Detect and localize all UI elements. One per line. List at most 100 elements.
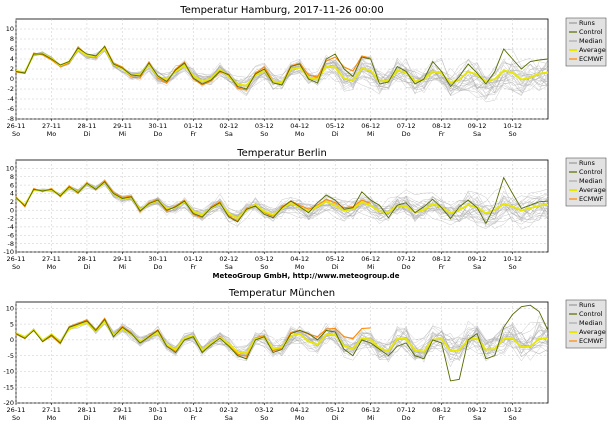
berlin-legend-box bbox=[565, 157, 607, 207]
hamburg-series-lines bbox=[15, 44, 549, 91]
berlin-x-tick-day: Fr bbox=[439, 263, 445, 271]
hamburg-x-tick-date: 29-11 bbox=[113, 122, 132, 130]
hamburg-y-tick-label: 6 bbox=[10, 45, 14, 53]
berlin-x-tick-date: 30-11 bbox=[148, 255, 167, 263]
hamburg-x-tick-day: Mi bbox=[119, 130, 127, 138]
muenchen-run-line bbox=[15, 319, 549, 361]
hamburg-x-tick-date: 10-12 bbox=[503, 122, 522, 130]
berlin-x-tick-day: Sa bbox=[225, 263, 233, 271]
muenchen-y-tick-label: -15 bbox=[3, 383, 14, 391]
muenchen-x-tick-date: 26-11 bbox=[7, 406, 26, 414]
muenchen-y-tick-label: -20 bbox=[3, 399, 14, 407]
muenchen-legend-label: Runs bbox=[579, 301, 595, 309]
hamburg-legend-label: Average bbox=[579, 46, 606, 54]
muenchen-x-tick-day: Di bbox=[84, 414, 91, 422]
berlin-x-tick-day: Mo bbox=[295, 263, 305, 271]
hamburg-y-tick-label: 0 bbox=[10, 75, 14, 83]
hamburg-x-tick-day: Fr bbox=[439, 130, 445, 138]
hamburg-y-tick-label: -2 bbox=[8, 85, 14, 93]
berlin-x-tick-date: 28-11 bbox=[77, 255, 96, 263]
berlin-x-tick-date: 27-11 bbox=[42, 255, 61, 263]
hamburg-y-tick-label: 8 bbox=[10, 35, 14, 43]
muenchen-y-tick-label: -10 bbox=[3, 368, 14, 376]
hamburg-legend-label: Median bbox=[579, 37, 603, 45]
muenchen-x-tick-date: 08-12 bbox=[432, 406, 451, 414]
hamburg-series-control bbox=[15, 45, 549, 90]
hamburg-y-tick-label: -4 bbox=[8, 95, 14, 103]
berlin-x-tick-day: Fr bbox=[190, 263, 196, 271]
muenchen-legend-box bbox=[565, 299, 607, 349]
muenchen-x-tick-date: 07-12 bbox=[397, 406, 416, 414]
berlin-x-tick-date: 01-12 bbox=[184, 255, 203, 263]
berlin-legend-label: ECMWF bbox=[579, 195, 604, 203]
berlin-y-tick-label: -8 bbox=[8, 240, 14, 248]
muenchen-x-tick-day: So bbox=[12, 414, 20, 422]
muenchen-x-tick-date: 04-12 bbox=[290, 406, 309, 414]
berlin-x-tick-date: 29-11 bbox=[113, 255, 132, 263]
berlin-run-line bbox=[15, 185, 549, 221]
muenchen-y-axis: 10 5 0 -5 -10 -15 -20 bbox=[3, 305, 14, 408]
muenchen-series-lines bbox=[15, 304, 549, 382]
hamburg-legend-label: Control bbox=[579, 28, 603, 36]
berlin-x-tick-date: 06-12 bbox=[361, 255, 380, 263]
muenchen-x-tick-date: 02-12 bbox=[219, 406, 238, 414]
muenchen-x-tick-day: So bbox=[260, 414, 268, 422]
berlin-legend-label: Average bbox=[579, 186, 606, 194]
hamburg-y-tick-label: 4 bbox=[10, 55, 14, 63]
berlin-x-tick-day: So bbox=[12, 263, 20, 271]
muenchen-x-tick-day: So bbox=[508, 414, 516, 422]
muenchen-legend-label: Average bbox=[579, 328, 606, 336]
hamburg-x-tick-date: 27-11 bbox=[42, 122, 61, 130]
hamburg-legend-label: ECMWF bbox=[579, 55, 604, 63]
berlin-x-tick-date: 04-12 bbox=[290, 255, 309, 263]
hamburg-grid bbox=[15, 19, 548, 120]
hamburg-x-tick-day: Do bbox=[153, 130, 162, 138]
muenchen-legend-label: Median bbox=[579, 319, 603, 327]
berlin-legend-label: Runs bbox=[579, 159, 595, 167]
muenchen-legend-label: ECMWF bbox=[579, 337, 604, 345]
muenchen-x-tick-date: 30-11 bbox=[148, 406, 167, 414]
hamburg-y-tick-label: 2 bbox=[10, 65, 14, 73]
hamburg-x-axis: 26-11So27-11Mo28-11Di29-11Mi30-11Do01-12… bbox=[7, 119, 522, 138]
hamburg-y-axis: 10 8 6 4 2 0 -2 -4 -6 -8 bbox=[6, 25, 14, 123]
berlin-x-tick-date: 02-12 bbox=[219, 255, 238, 263]
hamburg-x-tick-date: 09-12 bbox=[468, 122, 487, 130]
hamburg-x-tick-day: Fr bbox=[190, 130, 196, 138]
hamburg-x-tick-day: Di bbox=[332, 130, 339, 138]
muenchen-x-tick-day: Mo bbox=[47, 414, 57, 422]
berlin-x-tick-date: 26-11 bbox=[7, 255, 26, 263]
berlin-x-tick-day: Mi bbox=[119, 263, 127, 271]
muenchen-x-tick-date: 10-12 bbox=[503, 406, 522, 414]
muenchen-x-tick-date: 27-11 bbox=[42, 406, 61, 414]
hamburg-x-tick-date: 08-12 bbox=[432, 122, 451, 130]
muenchen-x-tick-day: Di bbox=[332, 414, 339, 422]
hamburg-x-tick-day: Sa bbox=[225, 130, 233, 138]
berlin-y-tick-label: 0 bbox=[10, 206, 14, 214]
berlin-run-line bbox=[15, 183, 549, 225]
muenchen-x-tick-day: Sa bbox=[473, 414, 481, 422]
hamburg-run-line bbox=[15, 49, 549, 95]
muenchen-y-tick-label: 0 bbox=[10, 336, 14, 344]
muenchen-x-tick-day: Mi bbox=[367, 414, 375, 422]
muenchen-x-tick-date: 03-12 bbox=[255, 406, 274, 414]
berlin-y-tick-label: 4 bbox=[10, 190, 14, 198]
hamburg-x-tick-day: So bbox=[260, 130, 268, 138]
muenchen-x-axis: 26-11So27-11Mo28-11Di29-11Mi30-11Do01-12… bbox=[7, 403, 522, 422]
berlin-legend-label: Control bbox=[579, 168, 603, 176]
berlin-y-tick-label: 10 bbox=[6, 165, 14, 173]
muenchen-x-tick-day: Do bbox=[402, 414, 411, 422]
hamburg-x-tick-date: 07-12 bbox=[397, 122, 416, 130]
berlin-x-tick-day: Do bbox=[153, 263, 162, 271]
muenchen-x-tick-day: Fr bbox=[190, 414, 196, 422]
berlin-x-tick-day: Do bbox=[402, 263, 411, 271]
berlin-x-tick-day: So bbox=[508, 263, 516, 271]
muenchen-y-tick-label: -5 bbox=[8, 352, 14, 360]
hamburg-x-tick-day: Mi bbox=[367, 130, 375, 138]
berlin-legend-label: Median bbox=[579, 177, 603, 185]
muenchen-x-tick-date: 28-11 bbox=[77, 406, 96, 414]
hamburg-x-tick-day: Di bbox=[84, 130, 91, 138]
hamburg-x-tick-date: 04-12 bbox=[290, 122, 309, 130]
hamburg-x-tick-date: 26-11 bbox=[7, 122, 26, 130]
